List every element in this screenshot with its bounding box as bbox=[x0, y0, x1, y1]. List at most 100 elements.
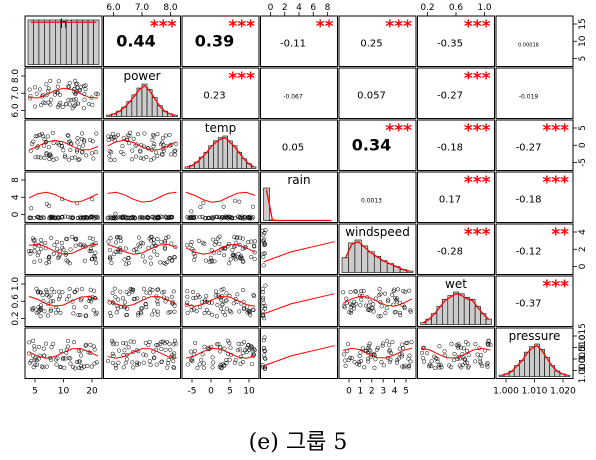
scatter-point bbox=[123, 246, 128, 251]
scatter-point bbox=[224, 298, 229, 303]
scatter-point bbox=[106, 358, 111, 364]
scatter-point bbox=[67, 286, 72, 292]
scatter-point bbox=[81, 215, 86, 220]
scatter-point bbox=[41, 215, 46, 220]
correlation-value: 0.0013 bbox=[361, 197, 382, 204]
scatter-point bbox=[191, 289, 196, 295]
scatter-point bbox=[344, 296, 349, 301]
scatter-point bbox=[139, 311, 144, 316]
scatter-point bbox=[251, 307, 256, 312]
loess-line bbox=[107, 296, 177, 307]
scatter-point bbox=[235, 348, 240, 353]
scatter-point bbox=[72, 289, 78, 294]
scatter-point bbox=[421, 359, 427, 364]
scatter-point bbox=[61, 148, 66, 153]
scatter-point bbox=[217, 250, 222, 255]
scatter-point bbox=[190, 214, 195, 219]
scatter-point bbox=[56, 79, 61, 84]
scatter-point bbox=[126, 291, 131, 296]
scatter-point bbox=[261, 300, 266, 305]
scatter-point bbox=[192, 348, 197, 353]
variable-label: rain bbox=[287, 173, 310, 187]
correlation-value: -0.27 bbox=[437, 90, 463, 101]
scatter-point bbox=[77, 365, 82, 371]
scatter-point bbox=[75, 101, 80, 106]
scatter-point bbox=[346, 342, 351, 347]
scatter-point bbox=[224, 360, 229, 365]
panel-frame bbox=[338, 15, 417, 67]
scatter-point bbox=[227, 341, 232, 346]
scatter-point bbox=[166, 234, 171, 239]
scatter-point bbox=[168, 309, 173, 315]
panel-frame bbox=[417, 67, 495, 119]
scatter-point bbox=[373, 357, 378, 362]
scatter-point bbox=[452, 351, 457, 357]
histogram-bar bbox=[27, 19, 34, 65]
axis-tick-label: 5 bbox=[578, 56, 588, 62]
scatter-point bbox=[228, 257, 233, 262]
scatter-point bbox=[172, 254, 177, 260]
correlation-value: 0.23 bbox=[203, 90, 225, 101]
scatter-point bbox=[77, 156, 82, 162]
scatter-point bbox=[386, 297, 391, 302]
scatter-point bbox=[122, 348, 127, 353]
scatter-point bbox=[27, 215, 32, 220]
scatter-point bbox=[95, 92, 100, 97]
scatter-point bbox=[81, 106, 86, 111]
scatter-point bbox=[236, 341, 241, 346]
panel-frame bbox=[338, 171, 417, 223]
scatter-point bbox=[57, 92, 63, 97]
scatter-point bbox=[115, 306, 120, 311]
scatter-point bbox=[251, 243, 257, 248]
scatter-point bbox=[366, 343, 371, 348]
scatter-point bbox=[247, 309, 252, 314]
scatter-point bbox=[77, 359, 82, 364]
scatter-point bbox=[466, 352, 471, 358]
scatter-point bbox=[115, 235, 120, 240]
scatter-point bbox=[54, 240, 60, 245]
scatter-point bbox=[224, 306, 229, 311]
scatter-point bbox=[92, 361, 97, 366]
scatter-point bbox=[48, 102, 53, 107]
scatter-point bbox=[198, 305, 203, 310]
scatter-point bbox=[44, 150, 49, 156]
scatter-point bbox=[53, 305, 59, 310]
scatter-point bbox=[44, 82, 49, 87]
scatter-point bbox=[436, 362, 442, 368]
scatter-point bbox=[82, 97, 87, 102]
scatter-point bbox=[63, 155, 68, 160]
scatter-point bbox=[87, 102, 92, 107]
scatter-point bbox=[409, 340, 414, 345]
scatter-point bbox=[32, 237, 37, 243]
scatter-point bbox=[251, 215, 256, 220]
scatter-point bbox=[90, 102, 95, 107]
loess-line bbox=[28, 243, 99, 255]
scatter-point bbox=[397, 310, 403, 315]
scatter-point bbox=[185, 243, 190, 248]
scatter-point bbox=[196, 238, 201, 243]
scatter-point bbox=[113, 240, 119, 245]
scatter-point bbox=[240, 236, 245, 241]
scatter-point bbox=[192, 257, 197, 262]
scatter-point bbox=[227, 241, 232, 247]
scatter-point bbox=[70, 215, 75, 220]
scatter-point bbox=[27, 249, 32, 254]
scatter-point bbox=[72, 104, 77, 109]
scatter-point bbox=[53, 310, 58, 315]
scatter-point bbox=[43, 341, 49, 346]
scatter-point bbox=[149, 238, 154, 243]
histogram-bar bbox=[49, 19, 56, 65]
correlation-value: -0.28 bbox=[437, 246, 463, 257]
scatter-point bbox=[185, 310, 190, 315]
axis-tick-label: 5 bbox=[578, 125, 588, 131]
scatter-point bbox=[132, 248, 137, 253]
scatter-point bbox=[60, 290, 65, 295]
histogram-bar bbox=[82, 19, 89, 65]
scatter-point bbox=[173, 341, 178, 346]
scatter-point bbox=[393, 295, 398, 300]
loess-line bbox=[185, 244, 256, 255]
scatter-point bbox=[46, 260, 52, 265]
scatter-point bbox=[138, 148, 143, 153]
scatter-point bbox=[78, 353, 84, 358]
scatter-point bbox=[28, 249, 34, 254]
